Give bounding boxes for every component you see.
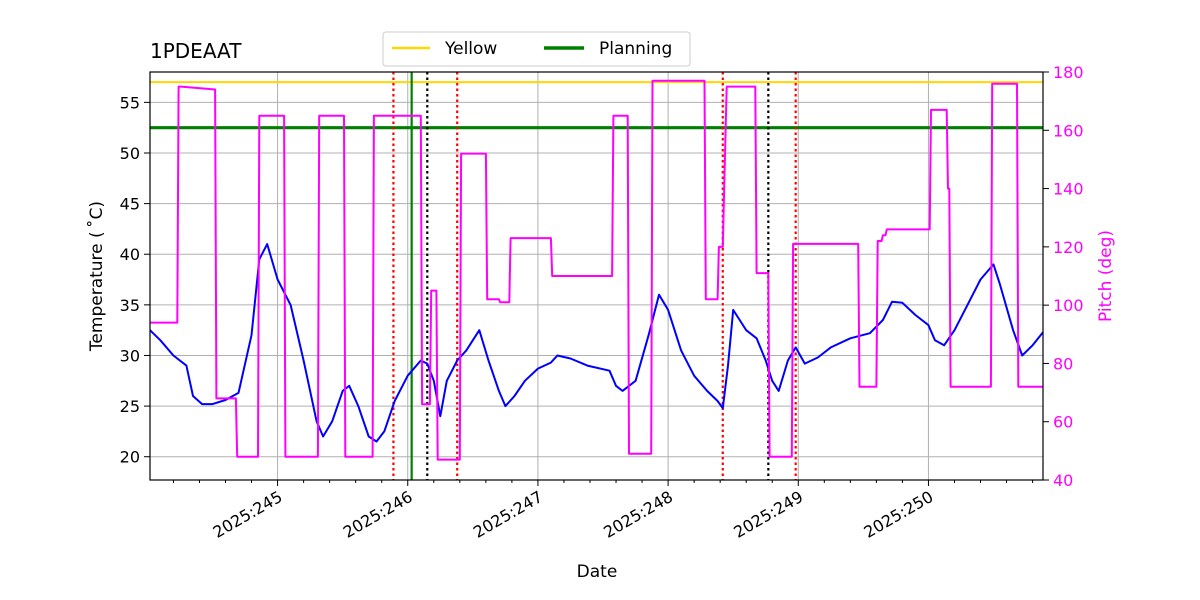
x-axis-title: Date — [577, 562, 618, 582]
y-tick-label: 55 — [120, 93, 140, 112]
legend-box — [382, 31, 691, 67]
y2-tick-label: 60 — [1053, 413, 1073, 432]
plot-frame — [149, 71, 1044, 481]
y2-tick-label: 120 — [1053, 238, 1084, 257]
y2-tick-label: 180 — [1053, 63, 1084, 82]
y-tick-label: 35 — [120, 296, 140, 315]
legend-label-yellow: Yellow — [444, 39, 497, 59]
y-tick-label: 50 — [120, 144, 140, 163]
chart-title: 1PDEAAT — [150, 39, 242, 63]
legend-label-planning: Planning — [599, 39, 672, 59]
y-axis-title: Temperature ( ˚C) — [86, 201, 107, 352]
y-tick-label: 20 — [120, 448, 140, 467]
legend: Yellow Planning — [382, 31, 691, 67]
series-line-pitch — [150, 79, 1043, 461]
series-line-temperature — [149, 243, 1044, 443]
y2-tick-label: 40 — [1053, 471, 1073, 490]
y2-tick-label: 160 — [1053, 121, 1084, 140]
y-tick-label: 25 — [120, 397, 140, 416]
y-tick-label: 40 — [120, 245, 140, 264]
y2-tick-label: 140 — [1053, 180, 1084, 199]
y-tick-label: 45 — [120, 195, 140, 214]
y2-tick-label: 100 — [1053, 296, 1084, 315]
grid — [150, 72, 1043, 480]
plot-lines — [149, 72, 1044, 480]
y2-tick-label: 80 — [1053, 354, 1073, 373]
y-tick-label: 30 — [120, 346, 140, 365]
y2-axis-title: Pitch (deg) — [1096, 230, 1116, 322]
